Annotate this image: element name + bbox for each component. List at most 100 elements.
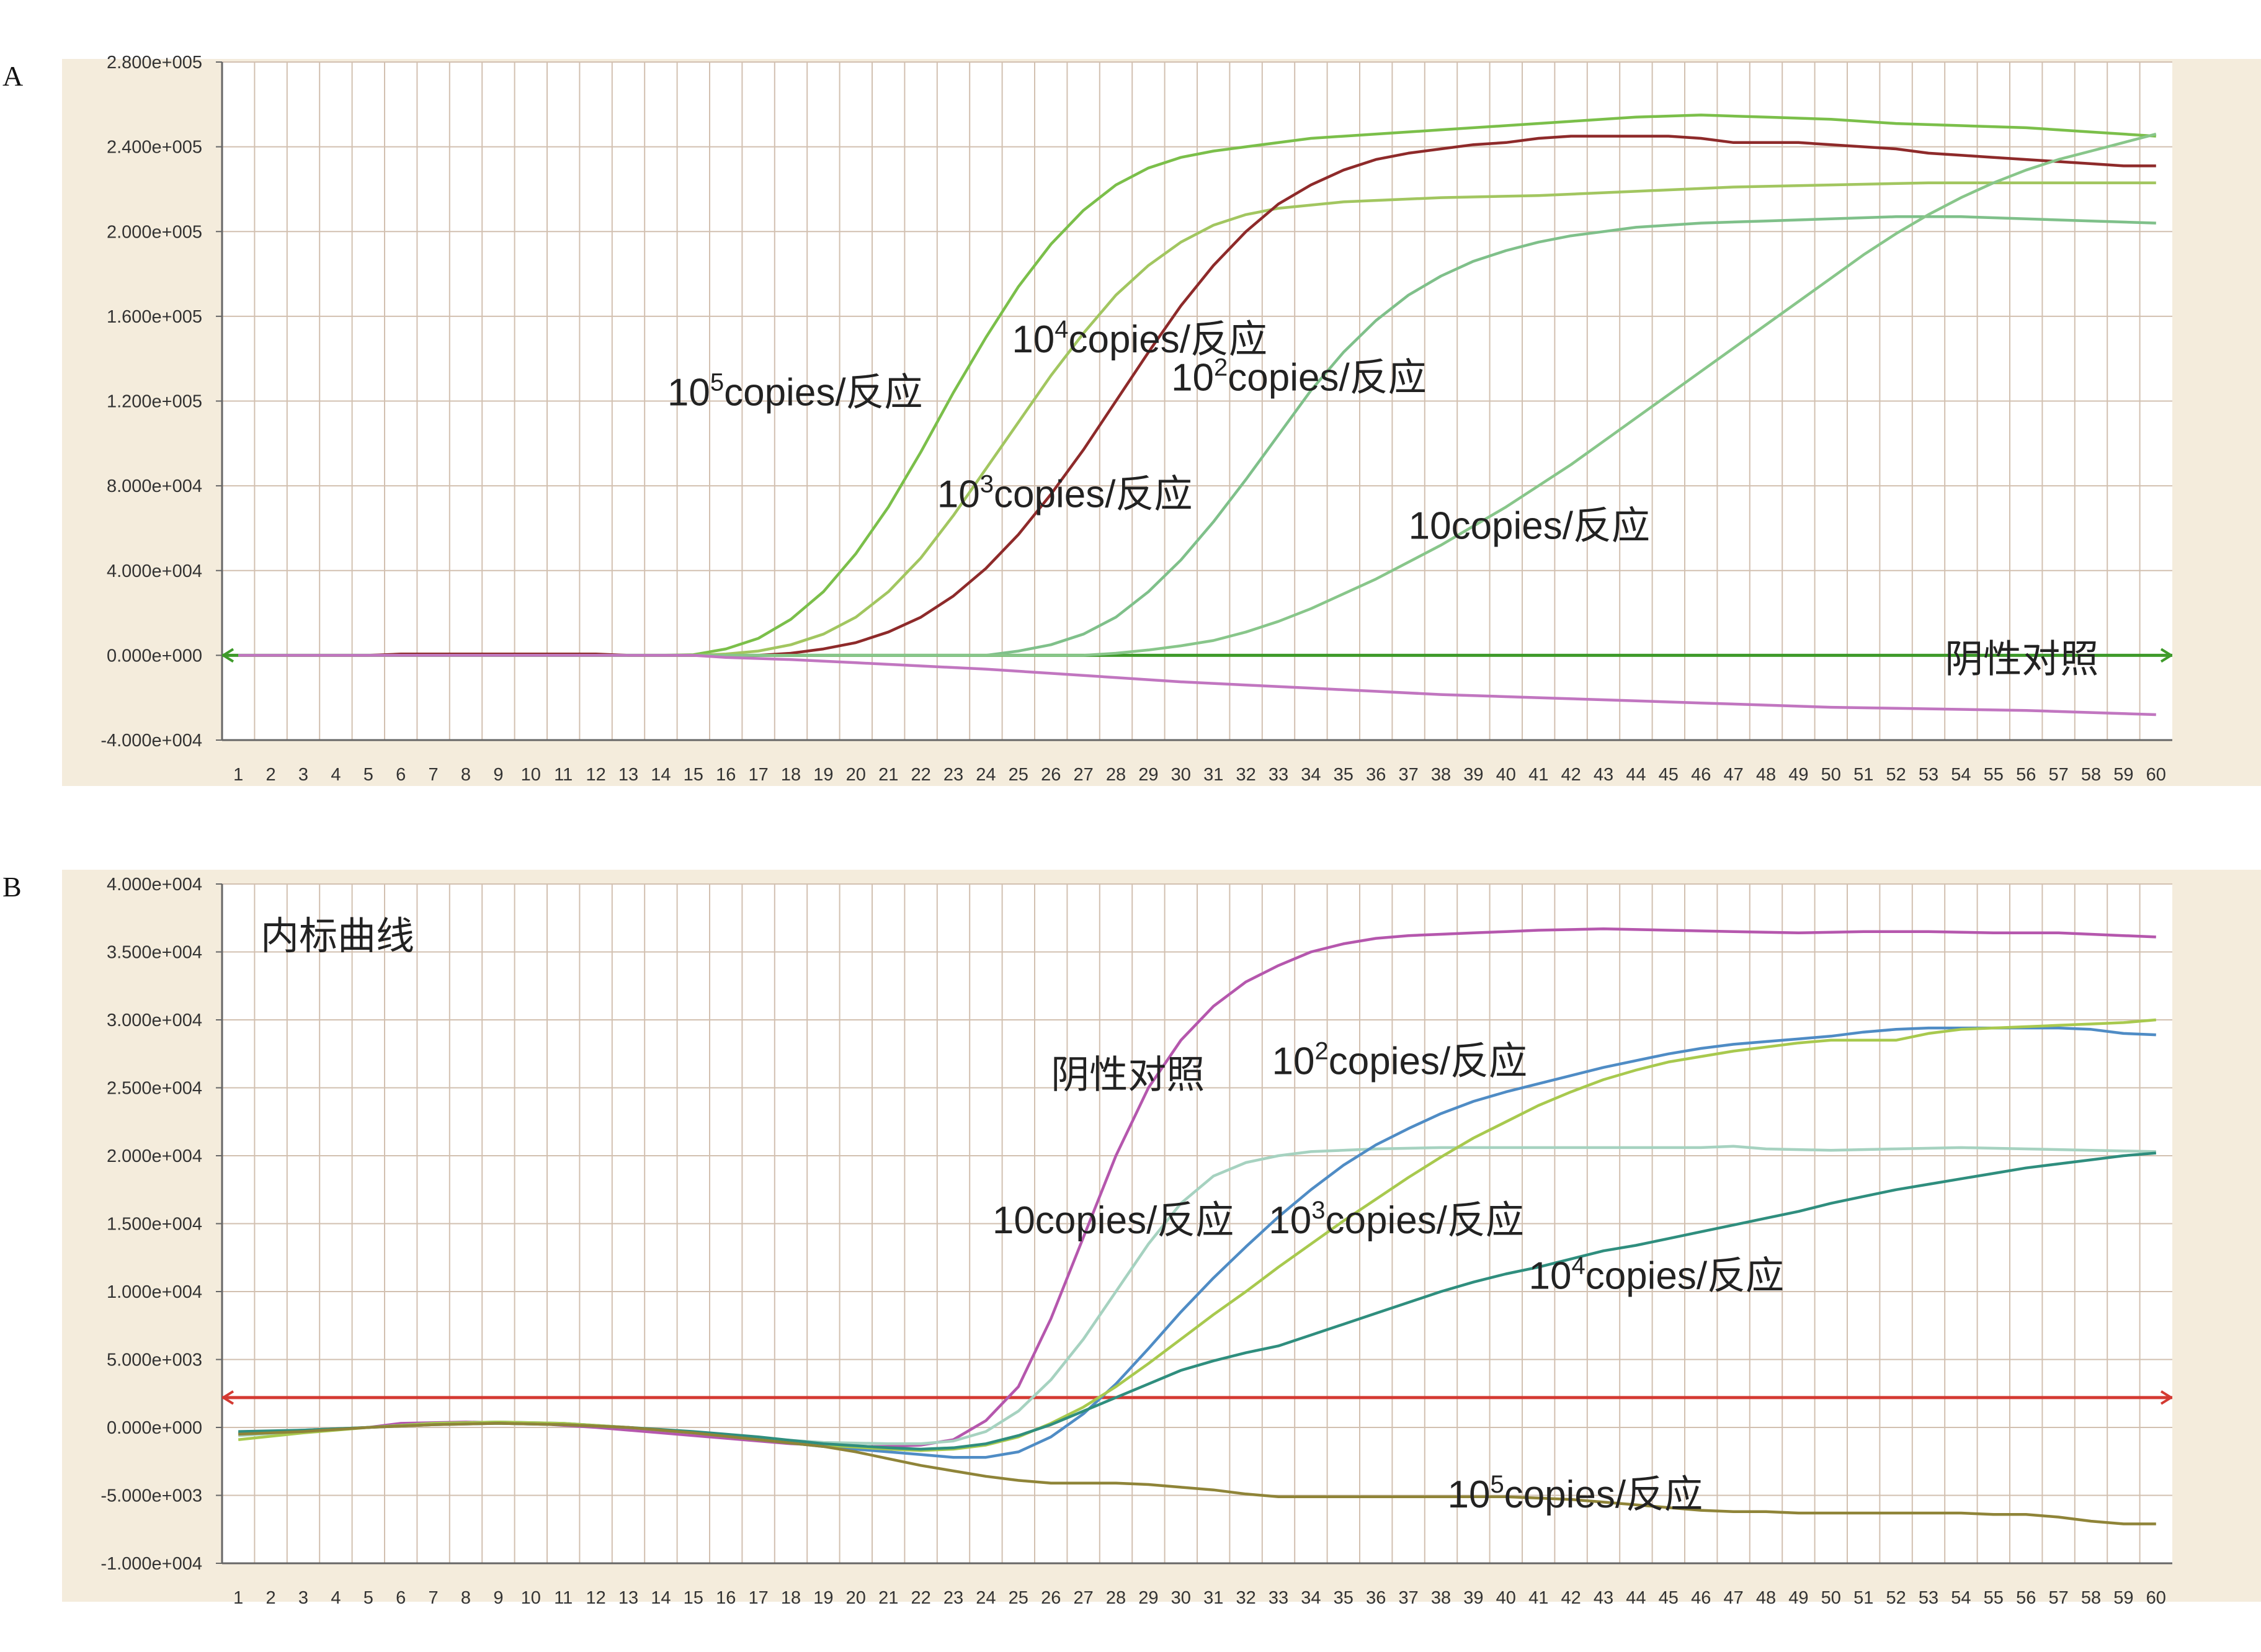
x-tick-label: 12 [586,1588,605,1608]
curve-label-superscript: 5 [1490,1471,1504,1498]
panel-letter: B [2,871,22,903]
curve-label-text: copies/反应 [724,371,922,414]
y-tick-label: 2.500e+004 [107,1079,202,1099]
x-tick-label: 19 [813,1588,833,1608]
x-tick-label: 41 [1528,1588,1548,1608]
y-tick-label: 2.000e+004 [107,1146,202,1166]
curve-label: 105copies/反应 [667,368,923,414]
x-tick-label: 1 [233,1588,243,1608]
x-tick-label: 34 [1301,1588,1321,1608]
x-tick-label: 21 [878,765,898,785]
y-tick-label: -1.000e+004 [100,1554,202,1574]
x-tick-label: 38 [1431,765,1451,785]
x-tick-label: 23 [943,1588,963,1608]
x-tick-label: 57 [2048,1588,2068,1608]
y-tick-label: 1.200e+005 [107,392,202,412]
x-tick-label: 1 [233,765,243,785]
x-tick-label: 29 [1138,765,1158,785]
x-tick-label: 40 [1496,765,1516,785]
curve-label-superscript: 5 [710,368,724,396]
x-tick-label: 42 [1561,765,1581,785]
x-tick-label: 3 [298,1588,308,1608]
curve-label-superscript: 3 [980,470,994,498]
threshold-arrow-right [2160,648,2172,663]
y-tick-label: 8.000e+004 [107,476,202,496]
x-tick-label: 54 [1951,765,1971,785]
x-tick-label: 8 [461,1588,471,1608]
y-tick-label: 1.500e+004 [107,1215,202,1235]
x-tick-label: 14 [651,1588,671,1608]
x-tick-label: 20 [846,1588,866,1608]
series-line [238,1422,2156,1525]
curve-label: 阴性对照 [1945,638,2098,681]
x-tick-label: 6 [396,765,406,785]
threshold-arrow-left [222,648,234,663]
x-tick-label: 47 [1723,765,1743,785]
threshold-arrow-right [2160,1390,2172,1405]
x-tick-label: 59 [2113,1588,2133,1608]
y-tick-label: 2.000e+005 [107,222,202,242]
y-tick-label: 1.000e+004 [107,1282,202,1302]
curve-label: 阴性对照 [1051,1054,1205,1097]
curve-label-text: copies/反应 [1585,1255,1784,1298]
x-tick-label: 27 [1073,765,1093,785]
series-line [238,132,2157,657]
curve-label: 10copies/反应 [992,1199,1234,1242]
x-tick-label: 53 [1919,1588,1938,1608]
chart-title: 内标曲线 [261,915,414,958]
x-tick-label: 9 [493,765,503,785]
x-tick-label: 13 [618,765,638,785]
x-tick-label: 46 [1691,1588,1711,1608]
y-tick-label: 2.400e+005 [107,138,202,158]
x-tick-label: 55 [1984,1588,2004,1608]
series-line [238,927,2156,1448]
y-tick-label: 4.000e+004 [107,561,202,581]
x-tick-label: 58 [2081,765,2101,785]
x-tick-label: 33 [1269,765,1288,785]
x-tick-label: 54 [1951,1588,1971,1608]
x-tick-label: 34 [1301,765,1321,785]
curve-label-superscript: 3 [1311,1197,1325,1224]
x-tick-label: 56 [2016,1588,2036,1608]
curve-label-base: 10 [667,371,710,414]
x-tick-label: 25 [1009,1588,1028,1608]
curve-label: 104copies/反应 [1012,316,1267,361]
x-tick-label: 45 [1659,1588,1679,1608]
x-tick-label: 24 [976,765,996,785]
x-tick-label: 2 [266,1588,276,1608]
x-tick-label: 57 [2048,765,2068,785]
x-tick-label: 14 [651,765,671,785]
x-tick-label: 39 [1463,765,1483,785]
x-tick-label: 15 [684,1588,703,1608]
curve-label: 103copies/反应 [1269,1197,1524,1242]
curve-label-base: 10 [1171,356,1214,399]
curve-label-text: copies/反应 [1069,318,1267,361]
threshold-arrow-left [222,1390,234,1405]
y-tick-label: 1.600e+005 [107,307,202,327]
curve-label-text: copies/反应 [994,473,1192,516]
x-tick-label: 44 [1626,765,1646,785]
curve-label-text: copies/反应 [1329,1040,1527,1083]
x-tick-label: 5 [363,765,373,785]
x-tick-label: 26 [1041,765,1061,785]
x-tick-label: 59 [2113,765,2133,785]
y-tick-label: -4.000e+004 [100,731,202,751]
x-tick-label: 29 [1138,1588,1158,1608]
series-line [238,114,2156,657]
x-tick-label: 49 [1788,1588,1808,1608]
series-line [238,135,2156,657]
x-tick-label: 22 [911,1588,930,1608]
curve-label-base: 10 [937,473,980,516]
panel-letter: A [2,60,23,92]
x-tick-label: 44 [1626,1588,1646,1608]
curve-label-base: 10 [1272,1040,1315,1083]
x-tick-label: 16 [716,1588,736,1608]
y-tick-label: 2.800e+005 [107,53,202,73]
x-tick-label: 39 [1463,1588,1483,1608]
x-tick-label: 37 [1398,765,1418,785]
x-tick-label: 7 [429,1588,439,1608]
y-tick-label: 3.000e+004 [107,1011,202,1030]
curve-label: 104copies/反应 [1528,1252,1784,1298]
curve-label-superscript: 4 [1055,316,1068,343]
